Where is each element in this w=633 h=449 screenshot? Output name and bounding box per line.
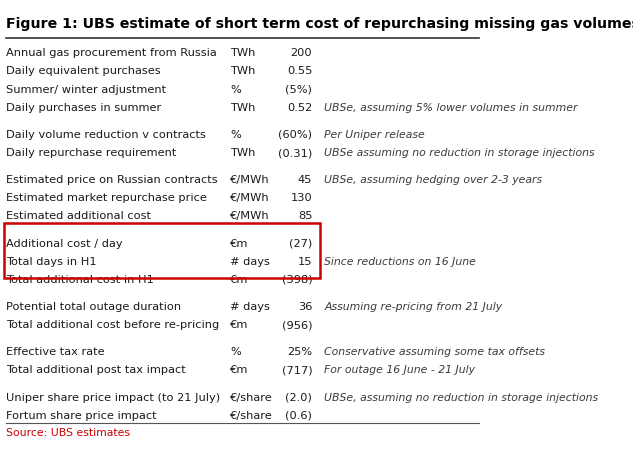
Text: €m: €m — [230, 275, 249, 285]
Text: (27): (27) — [289, 238, 312, 249]
Text: Effective tax rate: Effective tax rate — [6, 347, 105, 357]
Text: Annual gas procurement from Russia: Annual gas procurement from Russia — [6, 48, 217, 58]
Text: (0.6): (0.6) — [285, 411, 312, 421]
Text: Figure 1: UBS estimate of short term cost of repurchasing missing gas volumes: Figure 1: UBS estimate of short term cos… — [6, 17, 633, 31]
Text: Conservative assuming some tax offsets: Conservative assuming some tax offsets — [324, 347, 546, 357]
Text: Potential total outage duration: Potential total outage duration — [6, 302, 181, 312]
Text: Daily equivalent purchases: Daily equivalent purchases — [6, 66, 161, 76]
Text: Total additional cost before re-pricing: Total additional cost before re-pricing — [6, 320, 220, 330]
Text: 0.52: 0.52 — [287, 103, 312, 113]
Text: Fortum share price impact: Fortum share price impact — [6, 411, 157, 421]
Text: Summer/ winter adjustment: Summer/ winter adjustment — [6, 84, 166, 95]
Text: Per Uniper release: Per Uniper release — [324, 130, 425, 140]
Text: TWh: TWh — [230, 148, 256, 158]
Text: TWh: TWh — [230, 48, 256, 58]
Text: Additional cost / day: Additional cost / day — [6, 238, 123, 249]
Text: %: % — [230, 84, 241, 95]
Text: UBSe, assuming hedging over 2-3 years: UBSe, assuming hedging over 2-3 years — [324, 175, 542, 185]
Text: Daily volume reduction v contracts: Daily volume reduction v contracts — [6, 130, 206, 140]
Text: (60%): (60%) — [279, 130, 312, 140]
Text: €m: €m — [230, 238, 249, 249]
Text: (398): (398) — [282, 275, 312, 285]
Text: TWh: TWh — [230, 103, 256, 113]
Text: 130: 130 — [291, 193, 312, 203]
Text: (2.0): (2.0) — [285, 392, 312, 402]
Text: €m: €m — [230, 320, 249, 330]
Text: Estimated additional cost: Estimated additional cost — [6, 211, 151, 221]
Text: €/share: €/share — [230, 411, 273, 421]
Text: UBSe assuming no reduction in storage injections: UBSe assuming no reduction in storage in… — [324, 148, 595, 158]
Text: (0.31): (0.31) — [278, 148, 312, 158]
Text: €/share: €/share — [230, 392, 273, 402]
Text: %: % — [230, 347, 241, 357]
Text: (5%): (5%) — [285, 84, 312, 95]
Text: %: % — [230, 130, 241, 140]
Text: €/MWh: €/MWh — [230, 193, 270, 203]
Text: 36: 36 — [298, 302, 312, 312]
Text: Daily repurchase requirement: Daily repurchase requirement — [6, 148, 177, 158]
Text: TWh: TWh — [230, 66, 256, 76]
Text: Estimated price on Russian contracts: Estimated price on Russian contracts — [6, 175, 218, 185]
Text: 25%: 25% — [287, 347, 312, 357]
Text: UBSe, assuming no reduction in storage injections: UBSe, assuming no reduction in storage i… — [324, 392, 598, 402]
Text: 15: 15 — [298, 257, 312, 267]
Text: Uniper share price impact (to 21 July): Uniper share price impact (to 21 July) — [6, 392, 220, 402]
Text: €/MWh: €/MWh — [230, 175, 270, 185]
Text: # days: # days — [230, 257, 270, 267]
Text: Total additional post tax impact: Total additional post tax impact — [6, 365, 186, 375]
Text: Source: UBS estimates: Source: UBS estimates — [6, 428, 130, 438]
Text: €/MWh: €/MWh — [230, 211, 270, 221]
Text: 85: 85 — [298, 211, 312, 221]
Text: 45: 45 — [298, 175, 312, 185]
Text: €m: €m — [230, 365, 249, 375]
Text: Total days in H1: Total days in H1 — [6, 257, 97, 267]
Text: (717): (717) — [282, 365, 312, 375]
Text: Assuming re-pricing from 21 July: Assuming re-pricing from 21 July — [324, 302, 503, 312]
Text: UBSe, assuming 5% lower volumes in summer: UBSe, assuming 5% lower volumes in summe… — [324, 103, 578, 113]
Text: (956): (956) — [282, 320, 312, 330]
Text: 0.55: 0.55 — [287, 66, 312, 76]
Text: Estimated market repurchase price: Estimated market repurchase price — [6, 193, 207, 203]
Text: Total additional cost in H1: Total additional cost in H1 — [6, 275, 154, 285]
Text: Daily purchases in summer: Daily purchases in summer — [6, 103, 161, 113]
Text: 200: 200 — [291, 48, 312, 58]
Text: # days: # days — [230, 302, 270, 312]
Text: Since reductions on 16 June: Since reductions on 16 June — [324, 257, 476, 267]
Text: For outage 16 June - 21 July: For outage 16 June - 21 July — [324, 365, 475, 375]
